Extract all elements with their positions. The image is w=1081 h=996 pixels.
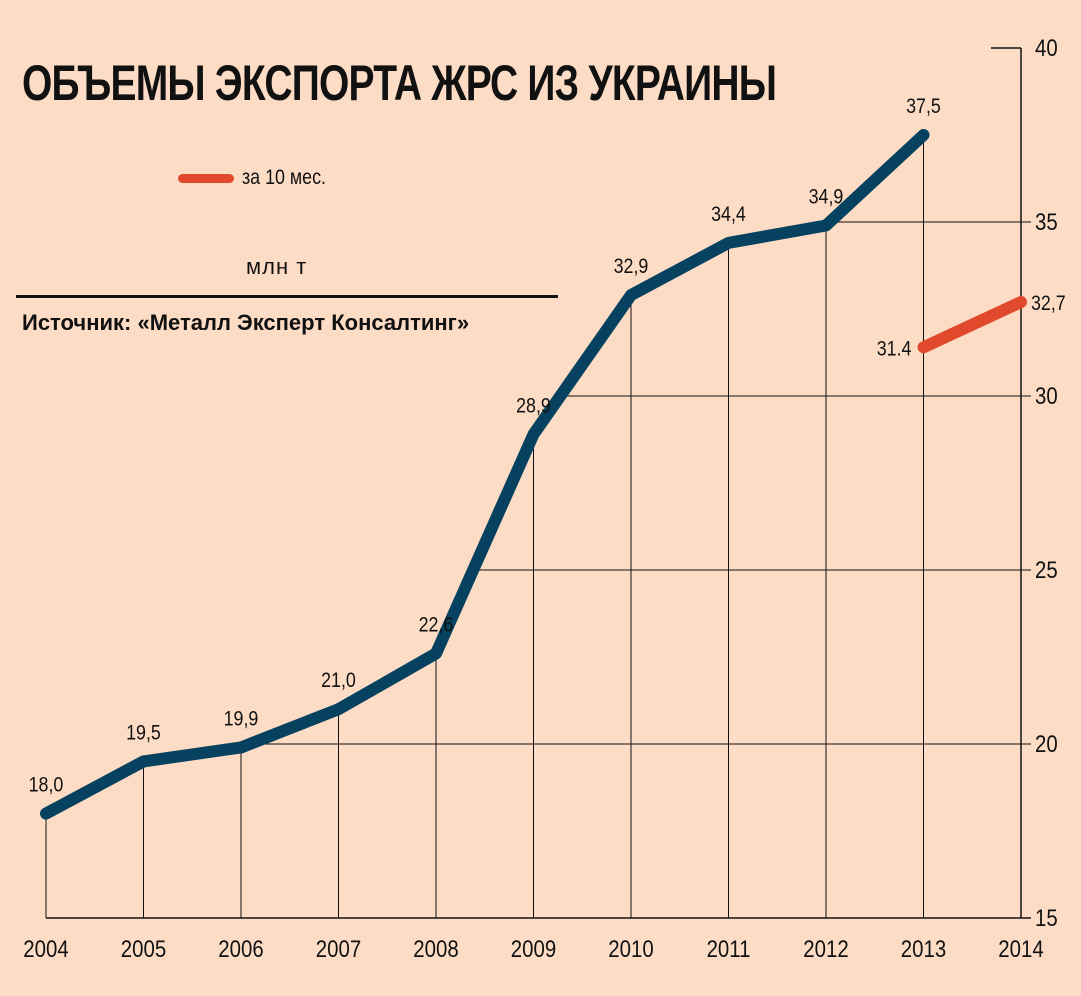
legend-label: за 10 мес. bbox=[242, 166, 326, 189]
chart-title: ОБЪЕМЫ ЭКСПОРТА ЖРС ИЗ УКРАИНЫ bbox=[22, 55, 777, 111]
source-note: Источник: «Металл Эксперт Консалтинг» bbox=[22, 310, 470, 335]
x-tick-label-2014: 2014 bbox=[998, 935, 1043, 962]
data-label-2008: 22,6 bbox=[419, 613, 454, 637]
data-labels: 18,0 19,5 19,9 21,0 22,6 28,9 32,9 34,4 34,9 37,5… bbox=[29, 95, 1066, 797]
x-tick-label-2009: 2009 bbox=[511, 935, 556, 962]
y-tick-label-35: 35 bbox=[1035, 208, 1058, 235]
data-label-10m-2014: 32,7 bbox=[1031, 292, 1066, 316]
legend-swatch bbox=[178, 173, 234, 183]
data-label-10m-2013: 31.4 bbox=[877, 337, 912, 361]
data-label-2011: 34,4 bbox=[711, 203, 746, 227]
x-tick-label-2005: 2005 bbox=[121, 935, 166, 962]
divider bbox=[16, 295, 558, 298]
unit-label: млн т bbox=[246, 254, 308, 279]
data-label-2004: 18,0 bbox=[29, 773, 64, 797]
series-lines bbox=[40, 129, 1027, 820]
data-label-2010: 32,9 bbox=[614, 255, 649, 279]
data-label-2005: 19,5 bbox=[126, 721, 161, 745]
x-tick-label-2013: 2013 bbox=[901, 935, 946, 962]
y-tick-label-20: 20 bbox=[1035, 730, 1058, 757]
x-tick-label-2010: 2010 bbox=[608, 935, 653, 962]
x-tick-label-2007: 2007 bbox=[316, 935, 361, 962]
axes: 15 20 25 30 35 40 2004 2005 2006 2007 2008 2009 2010… bbox=[23, 34, 1057, 962]
data-label-2006: 19,9 bbox=[224, 707, 259, 731]
y-tick-label-30: 30 bbox=[1035, 382, 1058, 409]
legend: за 10 мес. bbox=[178, 166, 341, 190]
x-tick-label-2008: 2008 bbox=[413, 935, 458, 962]
data-label-2007: 21,0 bbox=[321, 669, 356, 693]
series-line-1 bbox=[917, 296, 1027, 354]
grid-lines bbox=[45, 47, 1031, 918]
y-tick-label-25: 25 bbox=[1035, 556, 1058, 583]
y-tick-label-15: 15 bbox=[1035, 904, 1058, 931]
x-tick-label-2012: 2012 bbox=[803, 935, 848, 962]
data-label-2013: 37,5 bbox=[906, 95, 941, 119]
series-line-0 bbox=[40, 129, 930, 820]
x-tick-label-2004: 2004 bbox=[23, 935, 68, 962]
y-tick-label-40: 40 bbox=[1035, 34, 1058, 61]
data-label-2009: 28,9 bbox=[516, 394, 551, 418]
x-tick-label-2011: 2011 bbox=[707, 935, 751, 962]
data-label-2012: 34,9 bbox=[809, 185, 844, 209]
x-tick-label-2006: 2006 bbox=[218, 935, 263, 962]
